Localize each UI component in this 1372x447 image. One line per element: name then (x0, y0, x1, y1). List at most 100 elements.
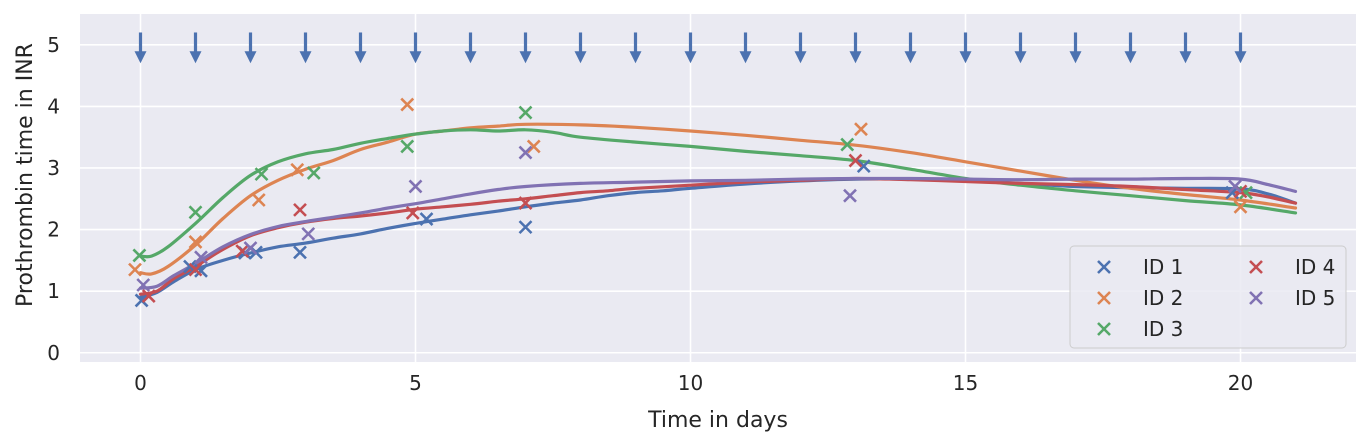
marker-stroke (1097, 291, 1111, 305)
marker-stroke (518, 145, 533, 160)
dose-arrow (1069, 32, 1082, 64)
marker-stroke (194, 263, 208, 278)
dose-arrow (739, 32, 752, 64)
observation-point-4 (848, 153, 863, 168)
marker-stroke (134, 293, 149, 308)
marker-stroke (188, 234, 203, 249)
marker-stroke (183, 259, 197, 274)
marker-stroke (188, 205, 203, 220)
marker-stroke (235, 244, 250, 259)
dose-arrow (794, 32, 807, 64)
observation-point-1 (293, 245, 307, 260)
dose-arrow (299, 32, 312, 64)
legend-label-4: ID 4 (1295, 255, 1335, 279)
observation-point-4 (293, 202, 307, 217)
marker-stroke (1249, 260, 1263, 274)
observation-point-1 (856, 159, 871, 174)
observation-point-2 (526, 139, 541, 154)
dose-arrow (409, 32, 422, 64)
series-curve-3 (138, 128, 1298, 259)
observation-point-2 (290, 162, 305, 177)
marker-stroke (132, 248, 147, 263)
marker-stroke (518, 105, 533, 120)
observation-point-3 (132, 248, 147, 263)
observation-point-1 (419, 212, 434, 227)
observation-point-2 (854, 122, 868, 137)
dose-arrow-head (519, 51, 532, 64)
marker-stroke (843, 188, 857, 203)
marker-stroke (840, 137, 855, 152)
dose-arrow (904, 32, 917, 64)
marker-stroke (293, 245, 307, 260)
dose-arrow (244, 32, 257, 64)
marker-stroke (526, 139, 541, 154)
marker-stroke (290, 162, 305, 177)
dose-arrow (849, 32, 862, 64)
dose-arrow (464, 32, 477, 64)
dose-arrow (1234, 32, 1247, 64)
marker-stroke (306, 165, 321, 180)
dose-arrow-head (1014, 51, 1027, 64)
marker-stroke (400, 139, 415, 154)
dose-arrow (629, 32, 642, 64)
marker-stroke (400, 97, 415, 112)
dose-arrow-head (299, 51, 312, 64)
observation-point-4 (235, 244, 250, 259)
observation-point-2 (251, 193, 266, 207)
marker-stroke (1249, 291, 1263, 305)
x-tick-label: 0 (134, 371, 147, 395)
x-tick-label: 10 (678, 371, 703, 395)
marker-stroke (243, 241, 258, 255)
series-curve-5 (138, 176, 1298, 290)
dose-arrow-head (1069, 51, 1082, 64)
x-tick-labels: 0 5 10 15 20 (134, 371, 1253, 395)
dose-arrow (354, 32, 367, 64)
x-tick-label: 20 (1228, 371, 1253, 395)
marker-stroke (408, 179, 423, 194)
dose-arrow-head (354, 51, 367, 64)
marker-stroke (1239, 185, 1253, 200)
dose-arrow-head (574, 51, 587, 64)
marker-stroke (1097, 322, 1111, 336)
y-tick-label: 1 (47, 279, 60, 303)
marker-stroke (194, 250, 208, 265)
dose-arrow (574, 32, 587, 64)
marker-stroke (254, 167, 269, 182)
marker-stroke (301, 226, 316, 241)
marker-stroke (405, 206, 420, 220)
dose-arrow-head (189, 51, 202, 64)
observation-point-2 (188, 234, 203, 249)
dose-arrow (134, 32, 147, 64)
observations (128, 97, 1253, 308)
y-tick-labels: 0 1 2 3 4 5 (47, 33, 60, 365)
legend: ID 1 ID 2 ID 3 ID 4 ID 5 (1069, 245, 1347, 349)
y-tick-label: 2 (47, 218, 60, 242)
dose-arrow-head (904, 51, 917, 64)
marker-stroke (136, 278, 151, 292)
observation-point-1 (518, 220, 533, 235)
observation-point-4 (141, 289, 156, 304)
y-tick-label: 5 (47, 33, 60, 57)
observation-point-5 (408, 179, 423, 194)
dose-arrow-head (849, 51, 862, 64)
dose-arrow-head (684, 51, 697, 64)
dose-arrow-head (1124, 51, 1137, 64)
dose-arrow-head (794, 51, 807, 64)
marker-stroke (188, 262, 203, 277)
observation-point-5 (243, 241, 258, 255)
dose-arrow (189, 32, 202, 64)
dose-arrow (1179, 32, 1192, 64)
observation-point-4 (518, 196, 533, 211)
dose-arrow-head (244, 51, 257, 64)
observation-point-5 (518, 145, 533, 160)
observation-point-3 (254, 167, 269, 182)
y-tick-label: 3 (47, 156, 60, 180)
x-tick-label: 15 (953, 371, 978, 395)
marker-stroke (419, 212, 434, 227)
dose-arrow-head (959, 51, 972, 64)
dose-arrow-head (1179, 51, 1192, 64)
x-tick-label: 5 (409, 371, 422, 395)
dose-arrow-head (464, 51, 477, 64)
dose-arrow (1014, 32, 1027, 64)
